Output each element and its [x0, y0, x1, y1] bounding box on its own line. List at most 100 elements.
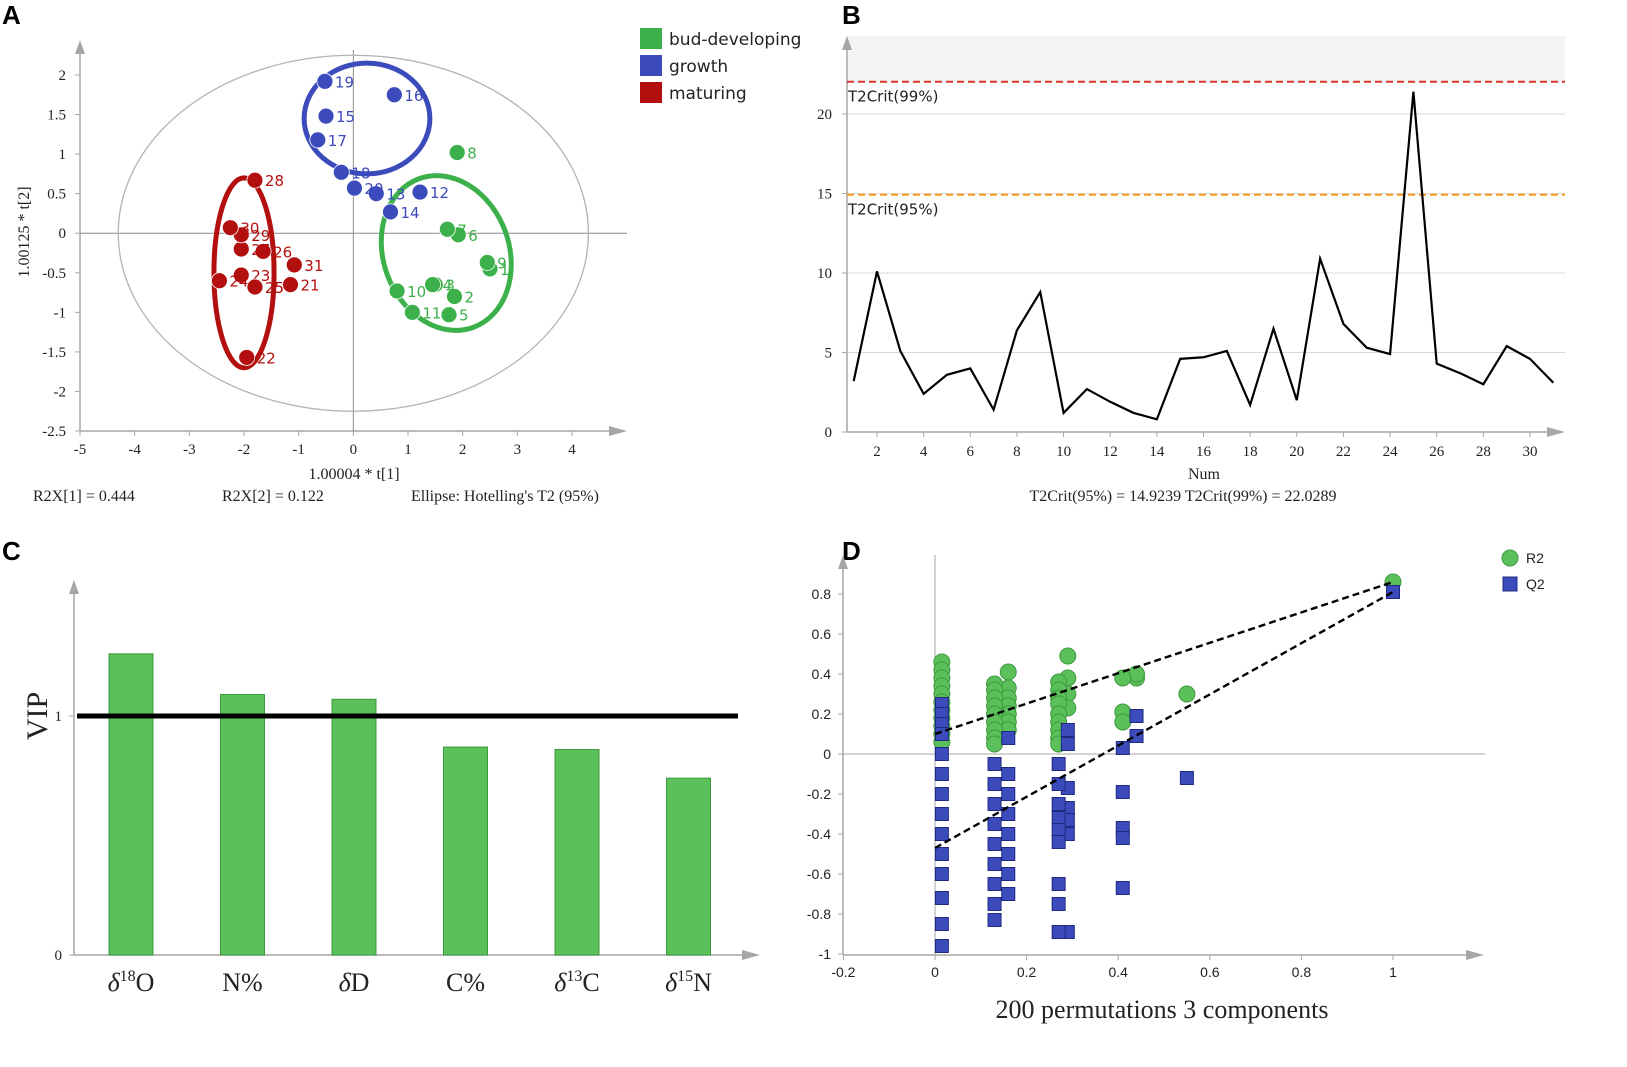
d-r2-point: [1178, 685, 1196, 703]
a-data-point: [238, 349, 256, 366]
a-data-point: [210, 272, 228, 290]
b-x-tick-label: 2: [873, 444, 881, 460]
d-q2-point: [987, 913, 1002, 927]
a-point-label: 31: [304, 257, 323, 275]
b-x-tick-label: 8: [1013, 444, 1021, 460]
b-t2-series-line: [852, 91, 1555, 421]
a-point-label: 21: [300, 277, 319, 295]
d-y-tick-label: 0.4: [812, 666, 832, 682]
d-y-tick-label: 0.6: [812, 626, 832, 642]
d-q2-point: [987, 837, 1002, 851]
b-y-tick-label: 15: [817, 187, 832, 203]
d-q2-point: [934, 891, 949, 905]
b-threshold-label: T2Crit(95%): [847, 201, 938, 219]
b-y-tick-label: 20: [817, 107, 832, 123]
d-q2-point: [1001, 827, 1016, 841]
a-y-axis-arrow: [75, 40, 85, 54]
a-point-label: 28: [265, 172, 284, 190]
d-r2-point: [986, 735, 1004, 753]
a-legend-swatch: [640, 28, 662, 49]
b-x-tick-label: 6: [967, 444, 975, 460]
d-r2-point: [1114, 713, 1132, 731]
a-x-tick-label: 3: [514, 442, 522, 458]
d-x-tick-label: 0.4: [1108, 964, 1128, 980]
d-q2-point: [1051, 823, 1066, 837]
d-x-tick-label: 0.6: [1200, 964, 1220, 980]
d-q2-point: [934, 767, 949, 781]
a-point-label: 29: [251, 227, 270, 245]
d-q2-point: [1051, 877, 1066, 891]
a-y-axis-title: 1.00125 * t[2]: [16, 186, 33, 277]
a-data-point: [316, 72, 334, 90]
c-bar: [443, 746, 488, 956]
d-x-axis-arrow: [1466, 950, 1484, 960]
b-x-tick-label: 20: [1289, 444, 1304, 460]
a-point-label: 26: [273, 243, 292, 261]
d-q2-point: [1060, 737, 1075, 751]
a-point-label: 6: [468, 227, 478, 245]
d-q2-point: [1051, 925, 1066, 939]
d-x-tick-label: 0: [931, 964, 939, 980]
b-critical-band: [847, 36, 1565, 82]
d-r2-point: [1059, 647, 1077, 665]
d-q2-point: [934, 867, 949, 881]
c-bar: [666, 777, 711, 956]
d-q2-point: [934, 917, 949, 931]
a-point-label: 30: [240, 220, 259, 238]
d-q2-point: [1051, 757, 1066, 771]
b-x-tick-label: 10: [1056, 444, 1071, 460]
a-group-ellipse: [211, 175, 277, 371]
b-x-tick-label: 28: [1476, 444, 1491, 460]
a-x-axis-title: 1.00004 * t[1]: [308, 466, 399, 483]
d-q2-point: [1051, 797, 1066, 811]
d-q2-point: [934, 939, 949, 953]
a-data-point: [285, 256, 303, 274]
d-q2-point: [1051, 897, 1066, 911]
a-point-label: 14: [401, 204, 420, 222]
c-bar: [331, 698, 377, 956]
a-point-label: 5: [459, 307, 469, 325]
b-caption: T2Crit(95%) = 14.9239 T2Crit(99%) = 22.0…: [1029, 488, 1336, 505]
b-x-tick-label: 14: [1149, 444, 1165, 460]
a-point-label: 9: [497, 254, 507, 272]
c-category-label: N%: [222, 968, 262, 997]
a-x-axis-arrow: [609, 426, 627, 436]
a-caption-r2x1: R2X[1] = 0.444: [33, 488, 135, 505]
d-legend-label: Q2: [1526, 576, 1545, 592]
a-data-point: [232, 240, 250, 258]
a-point-label: 13: [386, 186, 405, 204]
d-q2-point: [934, 807, 949, 821]
a-x-tick-label: -5: [74, 442, 87, 458]
b-y-tick-label: 0: [825, 425, 833, 441]
c-y-tick-label: 1: [55, 709, 63, 725]
a-data-point: [385, 86, 403, 104]
d-regression-line: [934, 580, 1394, 736]
a-x-tick-label: -4: [128, 442, 141, 458]
a-group-ellipse: [378, 173, 514, 333]
a-data-point: [332, 163, 350, 181]
c-y-axis-arrow: [69, 580, 79, 594]
a-legend-swatch: [640, 55, 662, 76]
a-point-label: 22: [257, 349, 276, 367]
a-data-point: [438, 220, 456, 238]
b-y-axis-arrow: [842, 36, 852, 50]
a-data-point: [382, 203, 399, 221]
a-data-point: [346, 179, 363, 197]
c-category-label: δ18O: [108, 968, 155, 997]
d-q2-point: [1386, 585, 1400, 599]
d-q2-point: [987, 857, 1002, 871]
a-data-point: [309, 131, 327, 149]
d-q2-point: [987, 897, 1002, 911]
d-q2-point: [987, 777, 1002, 791]
d-q2-point: [987, 797, 1002, 811]
a-point-label: 20: [364, 180, 383, 198]
a-point-label: 4: [443, 277, 453, 295]
d-x-tick-label: -0.2: [831, 964, 855, 980]
a-data-point: [448, 144, 466, 161]
d-x-axis-title: 200 permutations 3 components: [996, 995, 1329, 1024]
d-q2-point: [1129, 709, 1144, 723]
a-data-point: [221, 219, 239, 237]
